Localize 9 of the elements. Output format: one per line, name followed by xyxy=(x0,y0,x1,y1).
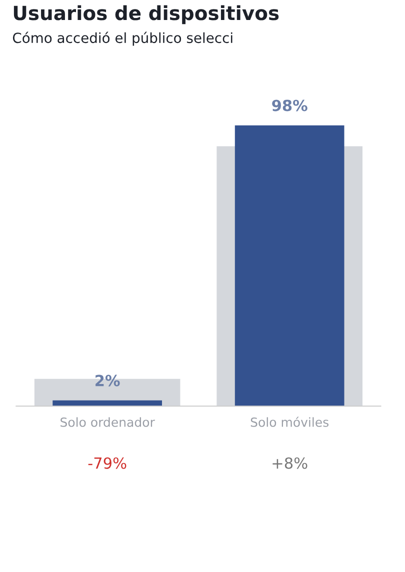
x-tick-label: Solo móviles xyxy=(250,416,328,427)
chart-title: Usuarios de dispositivos xyxy=(14,5,279,24)
data-label: 98% xyxy=(272,100,308,112)
text: -79% xyxy=(88,457,126,469)
bar xyxy=(234,125,344,406)
chart-subtitle: Cómo accedió el público selecci xyxy=(12,32,232,46)
x-tick-label: Solo ordenador xyxy=(60,417,155,427)
data-label: 2% xyxy=(96,374,120,386)
text: +8% xyxy=(272,457,308,469)
